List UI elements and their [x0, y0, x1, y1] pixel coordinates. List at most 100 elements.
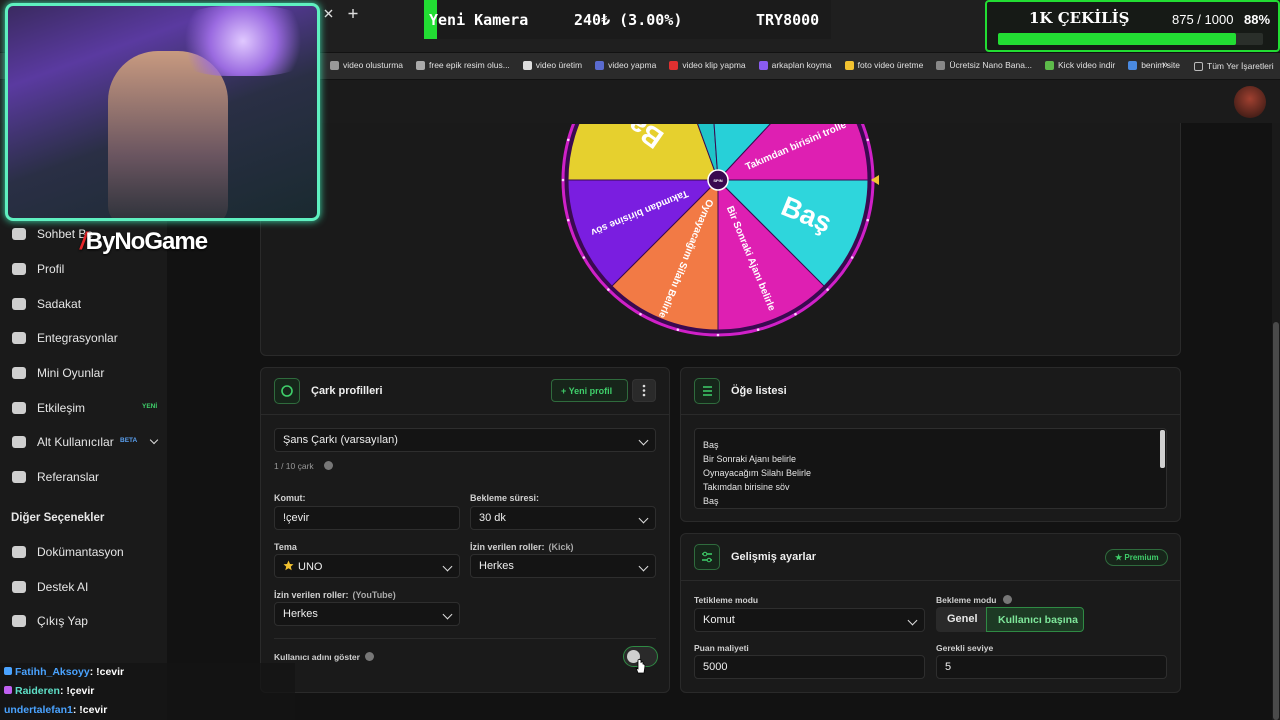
sidebar-item[interactable]: Profil: [0, 259, 167, 279]
bookmarks-more[interactable]: »: [1162, 59, 1169, 71]
bookmark[interactable]: free epik resim olus...: [416, 60, 510, 70]
bookmark-label[interactable]: benim site: [1141, 60, 1180, 70]
bookmark-label[interactable]: Ücretsiz Nano Bana...: [949, 60, 1033, 70]
field-sublabel: (YouTube): [352, 590, 396, 600]
expand-chevron[interactable]: [149, 435, 159, 445]
select-value[interactable]: Herkes: [283, 608, 318, 620]
sidebar-item[interactable]: Dokümantasyon: [0, 542, 167, 562]
bookmark-label[interactable]: video olusturma: [343, 60, 404, 70]
wheel-pointer: [871, 175, 879, 185]
wheel-segment: [717, 178, 825, 331]
donation-goal: TRY8000: [756, 11, 820, 29]
field-label: Bekleme modu: [936, 595, 997, 605]
side-icon: [12, 332, 26, 344]
info-icon[interactable]: [324, 461, 333, 470]
side-label[interactable]: Mini Oyunlar: [37, 366, 105, 380]
donation-title: Yeni Kamera: [429, 11, 529, 29]
list-item: Oynayacağım Silahı Belirle: [703, 468, 812, 478]
rim-dot: [607, 288, 610, 291]
profile-select[interactable]: Şans Çarkı (varsayılan): [274, 428, 656, 452]
side-label[interactable]: Etkileşim: [37, 401, 86, 415]
side-label[interactable]: Sadakat: [37, 297, 82, 311]
side-icon: [12, 367, 26, 379]
all-bookmarks-label[interactable]: Tüm Yer İşaretleri: [1207, 61, 1274, 71]
bookmark[interactable]: Ücretsiz Nano Bana...: [936, 60, 1032, 70]
bookmark-icon: [1128, 60, 1138, 70]
input-value[interactable]: 5: [945, 661, 952, 673]
textarea-scrollbar[interactable]: [1160, 430, 1165, 468]
mode-button[interactable]: Genel: [936, 607, 986, 632]
new-profile-button[interactable]: + Yeni profil: [551, 379, 628, 402]
all-bookmarks[interactable]: Tüm Yer İşaretleri: [1194, 61, 1274, 71]
chat-line: Fatihh_Aksoyy: !cevir: [4, 666, 124, 678]
input-value[interactable]: 5000: [703, 661, 728, 673]
items-textarea[interactable]: Baş Bir Sonraki Ajanı belirle Oynayacağım …: [694, 428, 1167, 509]
bookmark[interactable]: video klip yapma: [669, 60, 746, 70]
side-label[interactable]: Dokümantasyon: [37, 545, 124, 559]
bookmark[interactable]: benim site: [1128, 60, 1180, 70]
side-label[interactable]: Çıkış Yap: [37, 614, 88, 628]
side-icon: [12, 263, 26, 275]
bookmark-label[interactable]: free epik resim olus...: [429, 60, 510, 70]
side-label[interactable]: Alt Kullanıcılar: [37, 435, 114, 449]
wheel-segment: [567, 124, 719, 181]
bookmark[interactable]: video üretim: [522, 60, 583, 70]
info-icon[interactable]: [1003, 595, 1012, 604]
avatar[interactable]: [1234, 86, 1266, 118]
info-icon[interactable]: [365, 652, 374, 661]
sidebar-item[interactable]: Destek AI: [0, 577, 167, 597]
sidebar-item[interactable]: Entegrasyonlar: [0, 328, 167, 348]
side-label[interactable]: Destek AI: [37, 580, 89, 594]
select-value[interactable]: Şans Çarkı (varsayılan): [283, 434, 398, 446]
sidebar-item[interactable]: Mini Oyunlar: [0, 363, 167, 383]
bookmark-label[interactable]: arkaplan koyma: [771, 60, 832, 70]
side-label[interactable]: Referanslar: [37, 470, 100, 484]
wheel-panel: Baş Bir Sonraki Ajanı belirle Oynayacağım …: [260, 110, 1181, 356]
chat-badge: [4, 686, 12, 694]
side-label[interactable]: Entegrasyonlar: [37, 331, 118, 345]
theme-select[interactable]: UNO: [274, 554, 460, 578]
sidebar-item[interactable]: Etkileşim YENİ: [0, 398, 167, 418]
bookmark-label[interactable]: Kick video indir: [1058, 60, 1116, 70]
bookmark[interactable]: foto video üretme: [844, 60, 924, 70]
input-value[interactable]: !çevir: [283, 512, 310, 524]
sidebar-item[interactable]: Referanslar: [0, 467, 167, 487]
webcam: [5, 3, 320, 221]
level-input[interactable]: 5: [936, 655, 1167, 679]
youtube-roles-select[interactable]: Herkes: [274, 602, 460, 626]
button-label[interactable]: Yeni profil: [568, 386, 613, 396]
cost-input[interactable]: 5000: [694, 655, 925, 679]
bookmark[interactable]: video olusturma: [330, 60, 403, 70]
select-value[interactable]: UNO: [298, 561, 323, 573]
scrollbar-thumb[interactable]: [1273, 322, 1279, 720]
select-value[interactable]: 30 dk: [479, 512, 506, 524]
bookmark[interactable]: Kick video indir: [1045, 60, 1115, 70]
sidebar-item[interactable]: Alt Kullanıcılar BETA: [0, 432, 167, 452]
command-input[interactable]: !çevir: [274, 506, 460, 530]
select-value[interactable]: Komut: [703, 614, 735, 626]
sidebar-item[interactable]: Sadakat: [0, 294, 167, 314]
bookmark-label[interactable]: video yapma: [608, 60, 657, 70]
mode-button-active[interactable]: Kullanıcı başına: [986, 607, 1084, 632]
bookmark-label[interactable]: video klip yapma: [682, 60, 746, 70]
bookmark[interactable]: video yapma: [595, 60, 656, 70]
bookmark-label[interactable]: foto video üretme: [857, 60, 924, 70]
rim-dot: [561, 178, 565, 182]
spin-label: SPIN: [713, 178, 722, 183]
select-value[interactable]: Herkes: [479, 560, 514, 572]
sidebar-item[interactable]: Sohbet Bo: [0, 224, 167, 244]
side-label[interactable]: Profil: [37, 262, 65, 276]
side-label[interactable]: Sohbet Bo: [37, 227, 94, 241]
trigger-select[interactable]: Komut: [694, 608, 925, 632]
bookmark[interactable]: arkaplan koyma: [758, 60, 832, 70]
cooldown-select[interactable]: 30 dk: [470, 506, 656, 530]
bookmark-label[interactable]: video üretim: [535, 60, 583, 70]
cursor: [635, 659, 646, 674]
kick-roles-select[interactable]: Herkes: [470, 554, 656, 578]
divider: [261, 414, 669, 415]
donation-amount: 240₺ (3.00%): [574, 11, 683, 29]
tab-controls[interactable]: [322, 6, 362, 22]
menu-button[interactable]: [632, 379, 656, 402]
sidebar-item[interactable]: Çıkış Yap: [0, 611, 167, 631]
